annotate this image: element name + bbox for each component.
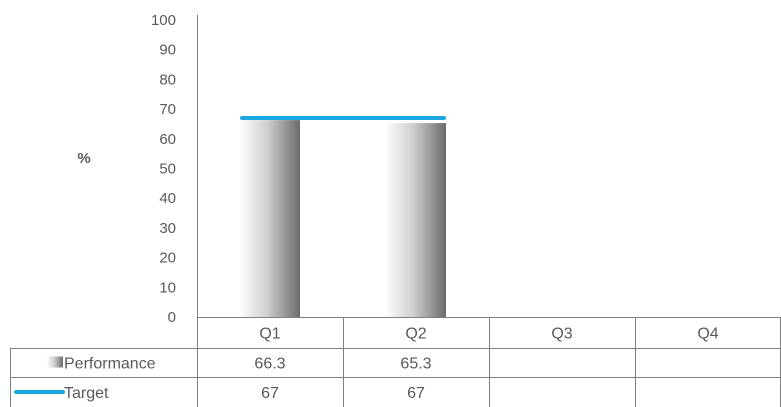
x-tick-label: Q2 — [405, 326, 426, 343]
y-tick-label: 100 — [151, 12, 176, 29]
y-tick-label: 20 — [159, 250, 176, 267]
x-tick-label: Q4 — [697, 326, 718, 343]
legend-swatch-performance — [47, 356, 63, 368]
y-tick-label: 10 — [159, 279, 176, 296]
y-tick-label: 80 — [159, 71, 176, 88]
x-tick-label: Q1 — [259, 326, 280, 343]
data-table: Q1 Q2 Q3 Q4 Performance 66.3 65.3 Target 67 67 — [14, 326, 719, 402]
data-label: 67 — [407, 385, 425, 402]
y-tick-label: 30 — [159, 220, 176, 237]
x-tick-label: Q3 — [551, 326, 572, 343]
y-tick-label: 0 — [168, 309, 176, 326]
y-tick-label: 40 — [159, 190, 176, 207]
data-label: 66.3 — [254, 356, 285, 373]
data-label: 67 — [261, 385, 279, 402]
legend-label: Target — [64, 385, 109, 402]
y-tick-label: 70 — [159, 101, 176, 118]
axes — [10, 15, 781, 407]
legend-label: Performance — [64, 356, 156, 373]
y-tick-label: 90 — [159, 42, 176, 59]
y-axis-label: % — [77, 150, 90, 167]
bar-q1 — [240, 120, 300, 318]
bar-q2 — [386, 123, 446, 318]
data-label: 65.3 — [400, 356, 431, 373]
bars — [240, 120, 446, 318]
y-axis-ticks: 0 10 20 30 40 50 60 70 80 90 100 — [151, 12, 176, 326]
y-tick-label: 50 — [159, 161, 176, 178]
y-tick-label: 60 — [159, 131, 176, 148]
